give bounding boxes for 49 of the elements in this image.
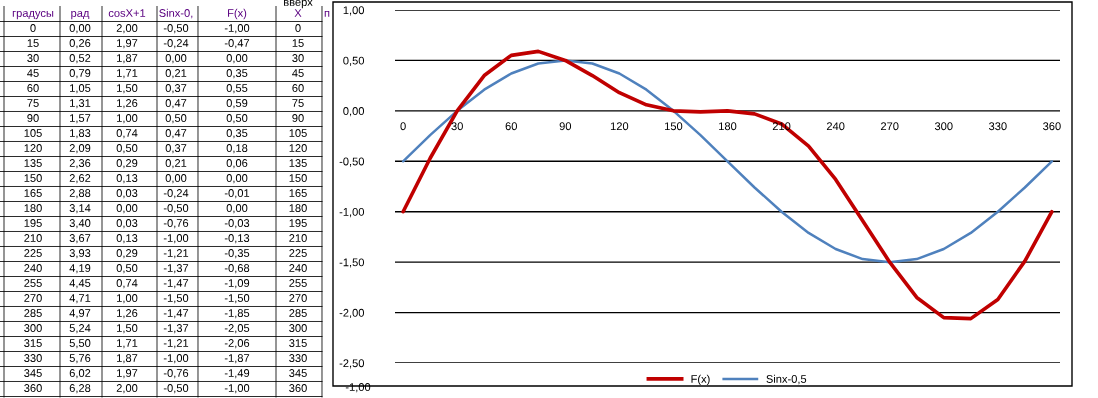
y-tick-label: -2,00 [339,308,365,319]
text: 225 3,93 0,29 -1,21 -0,35 225 [24,249,307,259]
legend-label: F(x) [691,374,710,386]
text: 105 1,83 0,74 0,47 0,35 105 [24,129,307,139]
text: 0 0,00 2,00 -0,50 -1,00 0 [30,24,301,34]
x-tick-label: 90 [559,122,572,131]
text: 165 2,88 0,03 -0,24 -0,01 165 [24,189,307,199]
text: 300 5,24 1,50 -1,37 -2,05 300 [24,324,307,334]
x-tick-label: 330 [988,122,1007,131]
text: 240 4,19 0,50 -1,37 -0,68 240 [24,264,307,274]
text: 60 1,05 1,50 0,37 0,55 60 [27,84,304,94]
x-tick-label: 150 [665,122,683,131]
x-tick-label: 60 [505,122,517,131]
y-tick-label: -2,50 [339,359,365,369]
legend-label: Sinx-0,5 [766,374,807,385]
y-tick-label: -1,50 [339,258,365,268]
text: 15 0,26 1,97 -0,24 -0,47 15 [27,39,304,49]
text: 270 4,71 1,00 -1,50 -1,50 270 [24,294,307,304]
text: 75 1,31 1,26 0,47 0,59 75 [27,99,304,109]
text: вверх [284,0,313,9]
text: 195 3,40 0,03 -0,76 -0,03 195 [24,219,307,229]
y-tick-label: 0,00 [343,107,365,117]
x-tick-label: 30 [451,122,463,131]
text: 135 2,36 0,29 0,21 0,06 135 [24,159,307,169]
text: 45 0,79 1,71 0,21 0,35 45 [27,69,304,79]
y-tick-label: -0,50 [339,157,365,167]
text: 255 4,45 0,74 -1,47 -1,09 255 [24,279,307,289]
text: 315 5,50 1,71 -1,21 -2,06 315 [24,339,307,349]
text: 210 3,67 0,13 -1,00 -0,13 210 [24,234,307,244]
text: градусы рад cosX+1 Sinx-0, F(x) X п [12,8,330,20]
x-tick-label: 240 [826,122,845,131]
x-tick-label: 360 [1043,122,1061,131]
y-tick-label: -1,00 [339,207,365,218]
x-tick-label: 180 [719,122,737,131]
x-tick-label: 270 [880,122,899,131]
x-tick-label: 120 [610,122,629,131]
text: 285 4,97 1,26 -1,47 -1,85 285 [24,309,307,319]
x-tick-label: 0 [400,122,406,131]
text: 90 1,57 1,00 0,50 0,50 90 [27,114,304,124]
text: 150 2,62 0,13 0,00 0,00 150 [24,174,307,184]
text: 345 6,02 1,97 -0,76 -1,49 345 [24,369,307,379]
text: 360 6,28 2,00 -0,50 -1,00 360 [24,384,307,394]
x-tick-label: 300 [934,122,953,131]
y-tick-label: 0,50 [343,56,365,66]
text: 180 3,14 0,00 -0,50 0,00 180 [24,204,307,214]
text: 120 2,09 0,50 0,37 0,18 120 [24,144,307,154]
y-tick-label: 1,00 [343,6,365,16]
text: 30 0,52 1,87 0,00 0,00 30 [27,54,304,64]
text: 330 5,76 1,87 -1,00 -1,87 330 [24,354,307,364]
